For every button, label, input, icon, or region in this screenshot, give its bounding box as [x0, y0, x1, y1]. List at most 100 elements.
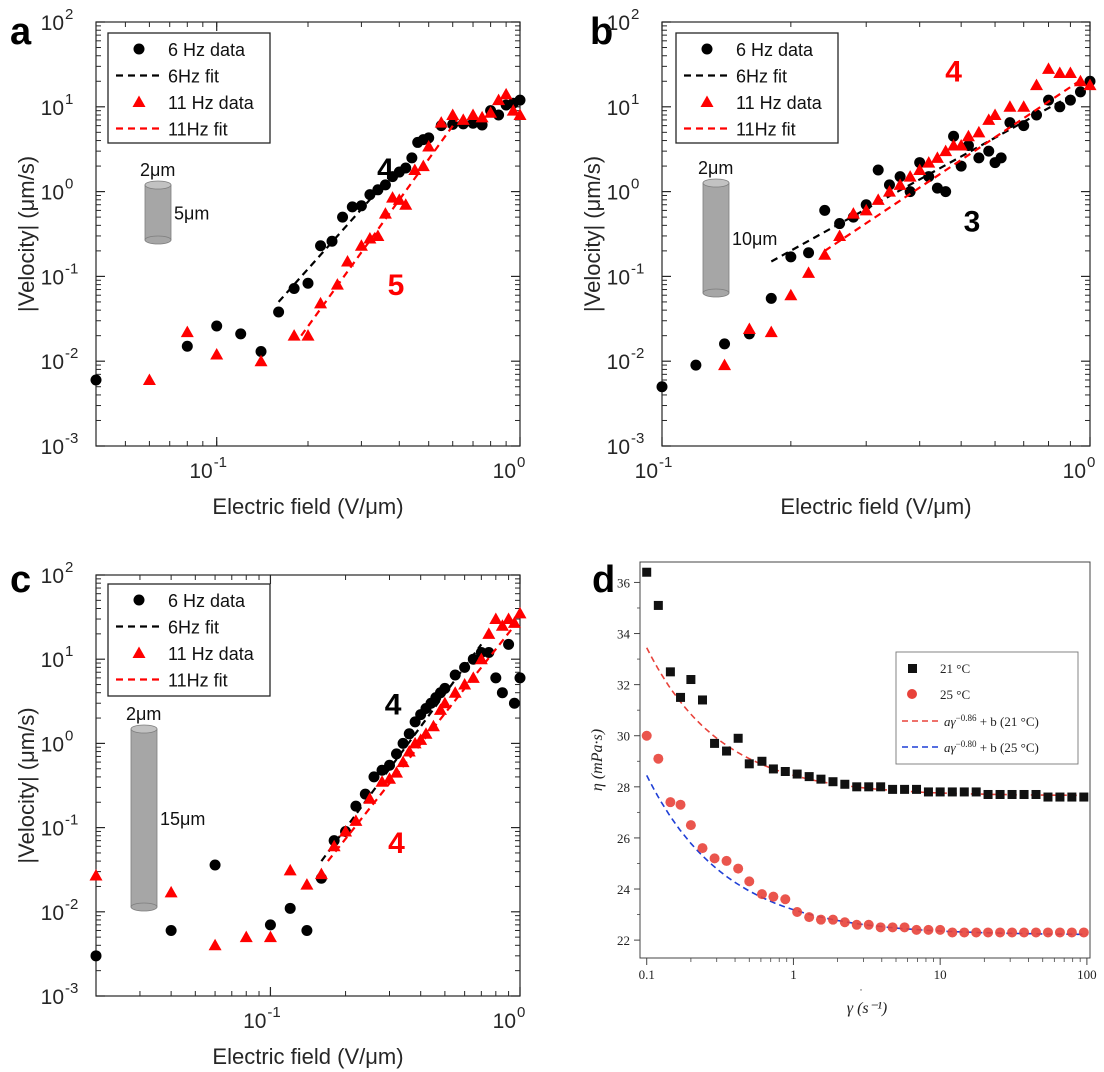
- x-tick-label: 1: [790, 967, 797, 982]
- y-tick-label: 10: [41, 436, 64, 459]
- data-point: [883, 179, 895, 191]
- data-point: [954, 138, 968, 151]
- data-point: [935, 787, 945, 797]
- fit-line: [824, 76, 1085, 252]
- data-point: [803, 247, 815, 259]
- cylinder-top: [144, 180, 172, 190]
- data-point: [995, 927, 1006, 938]
- data-point: [499, 87, 513, 100]
- data-point: [384, 759, 396, 771]
- y-tick-label: 10: [41, 182, 64, 205]
- data-point: [757, 756, 767, 766]
- data-point: [887, 922, 898, 933]
- x-axis-label: γ (s⁻¹): [847, 1000, 887, 1017]
- data-point: [894, 171, 906, 183]
- data-point: [665, 667, 675, 677]
- cylinder-diameter-label: 2μm: [140, 160, 175, 180]
- data-point: [780, 894, 791, 905]
- legend-label: 6Hz fit: [736, 67, 787, 87]
- data-point: [911, 924, 922, 935]
- y-axis-label: |Velocity| (μm/s): [580, 156, 605, 312]
- data-point: [397, 737, 409, 749]
- data-point: [914, 157, 926, 169]
- data-point: [959, 787, 969, 797]
- data-point: [458, 678, 472, 690]
- y-tick-exponent: 2: [65, 6, 73, 23]
- data-point: [839, 917, 850, 928]
- data-point: [283, 863, 297, 876]
- data-point: [403, 728, 415, 740]
- slope-annotation: 5: [388, 269, 405, 302]
- data-point: [301, 924, 313, 936]
- data-point: [756, 889, 767, 900]
- data-point: [492, 93, 506, 106]
- cylinder-length-label: 5μm: [174, 204, 209, 224]
- x-tick-label: 10: [635, 460, 658, 483]
- data-point: [983, 145, 995, 157]
- data-point: [165, 924, 177, 936]
- x-axis-label: Electric field (V/μm): [780, 494, 971, 519]
- panel-letter-a: a: [10, 11, 32, 53]
- data-point: [1083, 78, 1097, 91]
- data-point: [710, 738, 720, 748]
- data-point: [209, 859, 221, 871]
- data-point: [931, 182, 943, 194]
- y-tick-label: 32: [617, 678, 630, 693]
- data-point: [893, 178, 907, 190]
- data-point: [211, 320, 223, 332]
- data-point: [768, 891, 779, 902]
- fit-line: [770, 84, 1091, 263]
- legend-marker: [907, 689, 917, 699]
- data-point: [709, 853, 720, 864]
- data-point: [948, 130, 960, 142]
- x-tick-label: 10: [189, 460, 212, 483]
- plot-frame: [639, 561, 1091, 959]
- cylinder-bottom: [130, 902, 158, 912]
- legend-label: 11 Hz data: [168, 644, 255, 664]
- data-point: [995, 152, 1007, 164]
- data-point: [419, 727, 433, 739]
- y-tick-exponent: -3: [631, 430, 644, 447]
- data-point: [1003, 100, 1017, 112]
- data-point: [300, 878, 314, 890]
- data-point: [685, 820, 696, 831]
- plot-frame: [95, 574, 521, 997]
- data-point: [642, 567, 652, 577]
- y-axis-label: η (mPa·s): [589, 729, 606, 791]
- y-tick-label: 10: [607, 97, 630, 120]
- data-point: [426, 719, 440, 732]
- cylinder-length-label: 10μm: [732, 229, 777, 249]
- x-tick-label: 10: [493, 460, 516, 483]
- cylinder-diameter-label: 2μm: [698, 158, 733, 178]
- data-point: [719, 338, 731, 350]
- y-tick-label: 10: [41, 733, 64, 756]
- y-tick-exponent: 0: [65, 176, 73, 193]
- y-tick-exponent: -3: [65, 430, 78, 447]
- y-tick-label: 36: [617, 575, 631, 590]
- data-point: [765, 292, 777, 304]
- legend-marker: [133, 594, 145, 606]
- legend-label: 11Hz fit: [736, 120, 796, 140]
- data-point: [988, 108, 1002, 121]
- data-point: [939, 144, 953, 157]
- data-point: [506, 104, 520, 116]
- y-tick-label: 10: [607, 12, 630, 35]
- data-point: [983, 789, 993, 799]
- data-point: [852, 782, 862, 792]
- data-point: [1042, 927, 1053, 938]
- data-point: [475, 110, 489, 123]
- data-point: [833, 229, 847, 241]
- data-point: [288, 282, 300, 294]
- data-point: [483, 647, 495, 659]
- cylinder-top: [130, 724, 158, 734]
- panel-letter-b: b: [590, 11, 613, 53]
- data-point: [514, 672, 526, 684]
- y-tick-label: 10: [607, 436, 630, 459]
- legend-label: aγ−0.86 + b (21 °C): [944, 713, 1039, 729]
- x-tick-label: 10: [934, 967, 947, 982]
- cylinder-bottom: [144, 235, 172, 245]
- data-point: [935, 924, 946, 935]
- legend-label: 6 Hz data: [168, 40, 246, 60]
